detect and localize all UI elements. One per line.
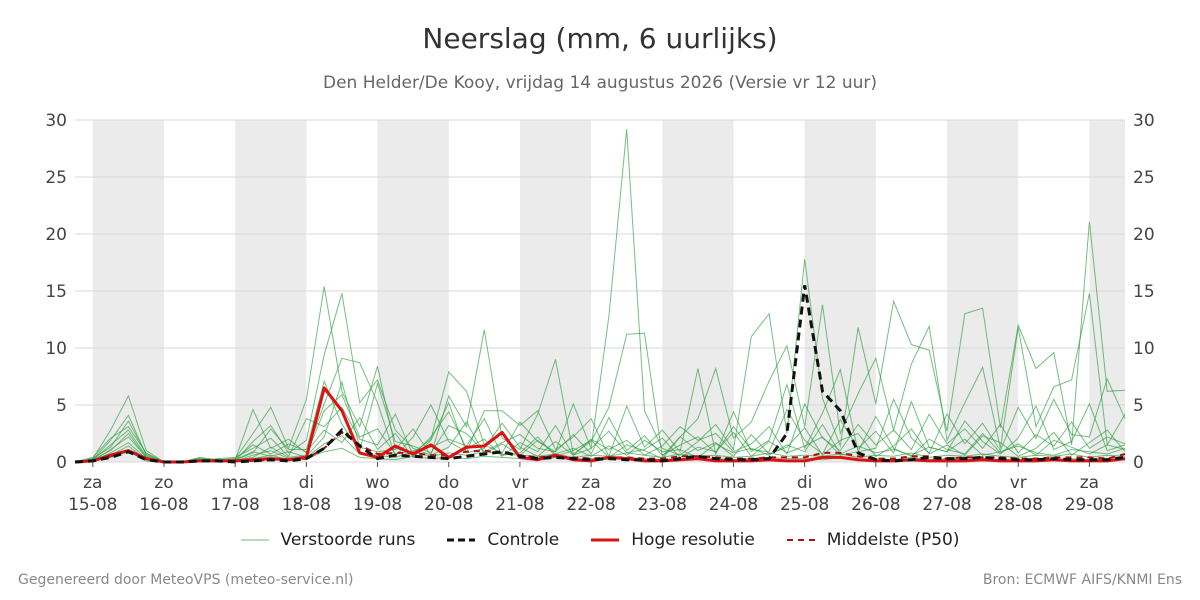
y-tick-label-right: 15: [1133, 282, 1155, 302]
y-tick-label-left: 25: [45, 168, 67, 188]
x-tick-day: za: [83, 473, 102, 493]
x-tick-day: vr: [1010, 473, 1027, 493]
x-tick-day: ma: [222, 473, 249, 493]
x-tick-date: 25-08: [780, 495, 829, 515]
page-title: Neerslag (mm, 6 uurlijks): [422, 22, 778, 55]
x-tick-day: di: [797, 473, 813, 493]
y-axis-left: 0 5 10 15 20 25 30: [45, 111, 67, 473]
x-tick-date: 24-08: [709, 495, 758, 515]
y-tick-label-left: 10: [45, 339, 67, 359]
x-tick-date: 20-08: [424, 495, 473, 515]
x-tick-date: 23-08: [638, 495, 687, 515]
x-tick-day: zo: [154, 473, 173, 493]
x-tick-day: ma: [720, 473, 747, 493]
control-line: [74, 285, 1126, 464]
ensemble-member-line: [74, 380, 1126, 463]
x-tick-date: 27-08: [922, 495, 971, 515]
ensemble-member-line: [74, 401, 1126, 463]
x-tick-day: za: [1080, 473, 1099, 493]
ensemble-swatch-icon: [240, 539, 269, 541]
y-tick-label-left: 30: [45, 111, 67, 131]
legend-item-hires[interactable]: Hoge resolutie: [591, 530, 755, 550]
x-tick-date: 29-08: [1065, 495, 1114, 515]
x-tick-day: wo: [365, 473, 389, 493]
legend: Verstoorde runs Controle Hoge resolutie …: [0, 530, 1200, 550]
y-axis-right: 0 5 10 15 20 25 30: [1133, 111, 1155, 473]
x-tick-day: za: [581, 473, 600, 493]
main-lines: [74, 285, 1126, 464]
ensemble-member-line: [74, 393, 1126, 463]
y-tick-label-right: 0: [1133, 453, 1144, 473]
footer-source: Bron: ECMWF AIFS/KNMI Ens: [982, 572, 1182, 588]
y-tick-label-right: 20: [1133, 225, 1155, 245]
footer-generated-by: Gegenereerd door MeteoVPS (meteo-service…: [18, 572, 354, 588]
x-tick-date: 19-08: [353, 495, 402, 515]
x-tick-day: wo: [864, 473, 888, 493]
ensemble-member-line: [74, 357, 1126, 463]
legend-item-median[interactable]: Middelste (P50): [786, 530, 960, 550]
ensemble-member-line: [74, 129, 1126, 463]
x-axis: za15-08zo16-08ma17-08di18-08wo19-08do20-…: [68, 462, 1114, 515]
x-tick-date: 18-08: [282, 495, 331, 515]
y-tick-label-left: 20: [45, 225, 67, 245]
x-tick-date: 15-08: [68, 495, 117, 515]
hires-swatch-icon: [591, 538, 620, 542]
y-tick-label-left: 5: [56, 396, 67, 416]
legend-item-ensemble[interactable]: Verstoorde runs: [240, 530, 416, 550]
x-tick-day: di: [299, 473, 315, 493]
control-swatch-icon: [447, 538, 476, 542]
y-tick-label-right: 30: [1133, 111, 1155, 131]
y-tick-label-right: 25: [1133, 168, 1155, 188]
legend-label-ensemble: Verstoorde runs: [280, 530, 416, 550]
x-tick-day: zo: [653, 473, 672, 493]
y-tick-label-left: 0: [56, 453, 67, 473]
median-swatch-icon: [786, 539, 815, 541]
x-tick-date: 21-08: [495, 495, 544, 515]
x-tick-date: 16-08: [139, 495, 188, 515]
x-tick-day: do: [936, 473, 957, 493]
x-tick-day: do: [438, 473, 459, 493]
legend-label-median: Middelste (P50): [826, 530, 960, 550]
y-tick-label-right: 5: [1133, 396, 1144, 416]
legend-label-hires: Hoge resolutie: [631, 530, 755, 550]
legend-label-control: Controle: [487, 530, 560, 550]
legend-item-control[interactable]: Controle: [447, 530, 559, 550]
x-tick-date: 26-08: [851, 495, 900, 515]
page-subtitle: Den Helder/De Kooy, vrijdag 14 augustus …: [323, 73, 877, 93]
x-tick-date: 22-08: [566, 495, 615, 515]
x-tick-date: 28-08: [994, 495, 1043, 515]
x-tick-day: vr: [511, 473, 528, 493]
y-tick-label-left: 15: [45, 282, 67, 302]
x-tick-date: 17-08: [210, 495, 259, 515]
ensemble-member-line: [74, 402, 1126, 463]
ensemble-member-line: [74, 432, 1126, 463]
ensemble-member-line: [74, 293, 1126, 463]
y-tick-label-right: 10: [1133, 339, 1155, 359]
